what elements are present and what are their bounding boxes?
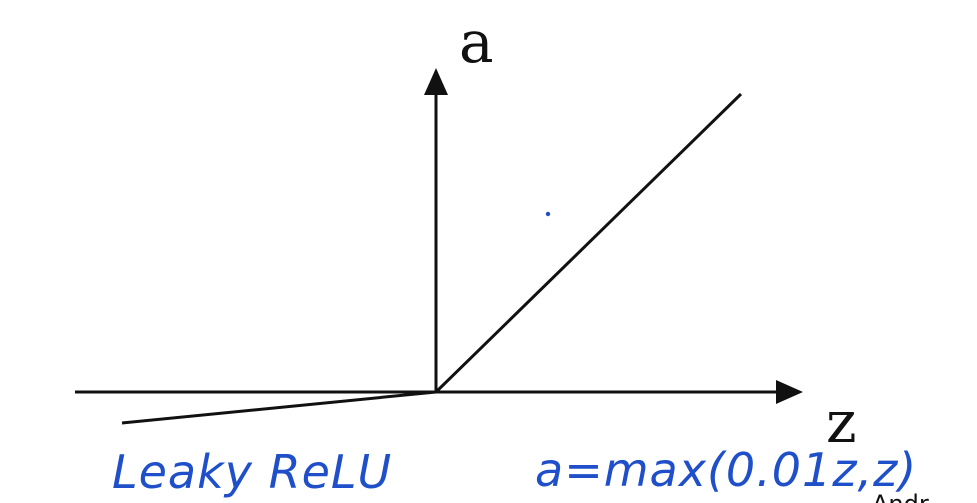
x-axis-label: z: [826, 388, 857, 456]
negative-slope-line: [121, 390, 437, 425]
formula-text: a=max(0.01z,z): [535, 443, 917, 497]
y-axis-label: a: [459, 8, 494, 76]
corner-text: Andr: [872, 490, 929, 503]
x-axis-arrowhead: [776, 380, 803, 404]
stray-dot: [545, 211, 551, 217]
y-axis-arrowhead: [424, 68, 448, 95]
positive-slope-line: [434, 92, 743, 394]
caption-leaky-relu: Leaky ReLU: [112, 445, 392, 499]
